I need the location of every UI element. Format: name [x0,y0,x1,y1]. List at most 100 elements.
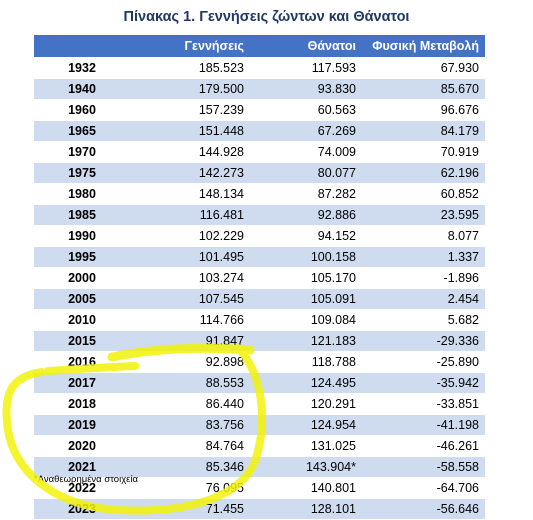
header-natural-change: Φυσική Μεταβολή [362,35,485,58]
header-year [34,35,130,58]
natural-change-cell: 23.595 [362,204,485,226]
deaths-cell: 128.101 [250,498,362,520]
header-births: Γεννήσεις [130,35,250,58]
natural-change-cell: -33.851 [362,393,485,415]
natural-change-cell: 8.077 [362,225,485,247]
table-row: 2017 88.553 124.495 -35.942 [34,372,485,394]
year-cell: 1990 [34,225,130,247]
deaths-cell: 92.886 [250,204,362,226]
natural-change-cell: -29.336 [362,330,485,352]
births-cell: 116.481 [130,204,250,226]
highlight-circle-stroke [2,344,266,515]
deaths-cell: 124.954 [250,414,362,436]
births-cell: 185.523 [130,57,250,79]
header-row: Γεννήσεις Θάνατοι Φυσική Μεταβολή [34,35,485,58]
births-cell: 114.766 [130,309,250,331]
year-cell: 2005 [34,288,130,310]
year-cell: 2010 [34,309,130,331]
deaths-cell: 121.183 [250,330,362,352]
year-cell: 2015 [34,330,130,352]
natural-change-cell: 1.337 [362,246,485,268]
births-cell: 148.134 [130,183,250,205]
year-cell: 1960 [34,99,130,121]
births-cell: 103.274 [130,267,250,289]
year-cell: 2019 [34,414,130,436]
natural-change-cell: 96.676 [362,99,485,121]
table-row: 2019 83.756 124.954 -41.198 [34,414,485,436]
deaths-cell: 131.025 [250,435,362,457]
year-cell: 1985 [34,204,130,226]
deaths-cell: 100.158 [250,246,362,268]
table-row: 1970 144.928 74.009 70.919 [34,141,485,163]
year-cell: 2000 [34,267,130,289]
births-cell: 151.448 [130,120,250,142]
births-cell: 92.898 [130,351,250,373]
table-row: 2020 84.764 131.025 -46.261 [34,435,485,457]
table-row: 1965 151.448 67.269 84.179 [34,120,485,142]
deaths-cell: 118.788 [250,351,362,373]
births-cell: 84.764 [130,435,250,457]
natural-change-cell: -64.706 [362,477,485,499]
natural-change-cell: 85.670 [362,78,485,100]
births-cell: 102.229 [130,225,250,247]
natural-change-cell: 2.454 [362,288,485,310]
table-row: 2005 107.545 105.091 2.454 [34,288,485,310]
table-row: 2018 86.440 120.291 -33.851 [34,393,485,415]
deaths-cell: 143.904* [250,456,362,478]
year-cell: 2017 [34,372,130,394]
table-row: 1985 116.481 92.886 23.595 [34,204,485,226]
deaths-cell: 109.084 [250,309,362,331]
natural-change-cell: -25.890 [362,351,485,373]
footnote: *Αναθεωρημένα στοιχεία [34,474,139,485]
natural-change-cell: 62.196 [362,162,485,184]
births-cell: 86.440 [130,393,250,415]
table-row: 2010 114.766 109.084 5.682 [34,309,485,331]
births-cell: 157.239 [130,99,250,121]
year-cell: 1965 [34,120,130,142]
deaths-cell: 105.170 [250,267,362,289]
year-cell: 1970 [34,141,130,163]
table-row: 1960 157.239 60.563 96.676 [34,99,485,121]
deaths-cell: 93.830 [250,78,362,100]
natural-change-cell: -41.198 [362,414,485,436]
table-row: 2016 92.898 118.788 -25.890 [34,351,485,373]
deaths-cell: 74.009 [250,141,362,163]
natural-change-cell: 67.930 [362,57,485,79]
births-cell: 144.928 [130,141,250,163]
deaths-cell: 120.291 [250,393,362,415]
year-cell: 1940 [34,78,130,100]
table-row: 1932 185.523 117.593 67.930 [34,57,485,79]
births-cell: 83.756 [130,414,250,436]
births-cell: 179.500 [130,78,250,100]
natural-change-cell: 5.682 [362,309,485,331]
births-cell: 142.273 [130,162,250,184]
deaths-cell: 67.269 [250,120,362,142]
year-cell: 1975 [34,162,130,184]
natural-change-cell: 84.179 [362,120,485,142]
year-cell: 1995 [34,246,130,268]
year-cell: 1980 [34,183,130,205]
natural-change-cell: -56.646 [362,498,485,520]
natural-change-cell: 70.919 [362,141,485,163]
table-title: Πίνακας 1. Γεννήσεις ζώντων και Θάνατοι [123,9,410,25]
natural-change-cell: -35.942 [362,372,485,394]
deaths-cell: 94.152 [250,225,362,247]
highlight-underline-stroke [107,343,255,362]
births-cell: 88.553 [130,372,250,394]
natural-change-cell: -58.558 [362,456,485,478]
year-cell: 2021 [34,456,130,478]
deaths-cell: 105.091 [250,288,362,310]
table-row: 1995 101.495 100.158 1.337 [34,246,485,268]
births-cell: 101.495 [130,246,250,268]
births-deaths-table: Γεννήσεις Θάνατοι Φυσική Μεταβολή 1932 18… [34,35,485,520]
table-row: 1940 179.500 93.830 85.670 [34,78,485,100]
deaths-cell: 140.801 [250,477,362,499]
table-row: 1990 102.229 94.152 8.077 [34,225,485,247]
births-cell: 107.545 [130,288,250,310]
table-row: 1980 148.134 87.282 60.852 [34,183,485,205]
deaths-cell: 60.563 [250,99,362,121]
year-cell: 1932 [34,57,130,79]
year-cell: 2018 [34,393,130,415]
births-cell: 85.346 [130,456,250,478]
